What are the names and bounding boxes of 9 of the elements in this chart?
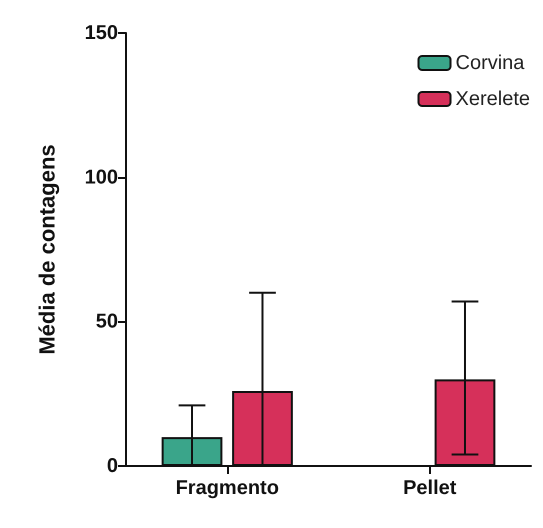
legend-label: Xerelete [456,88,530,110]
y-tick-label: 50 [96,310,118,333]
y-axis-title: Média de contagens [34,144,60,355]
y-tick-label: 150 [84,22,118,44]
legend-label: Corvina [456,52,526,74]
x-tick-label: Pellet [403,477,457,499]
y-tick-label: 100 [84,166,118,188]
y-tick-label: 0 [106,455,118,477]
x-tick-label: Fragmento [176,477,279,499]
